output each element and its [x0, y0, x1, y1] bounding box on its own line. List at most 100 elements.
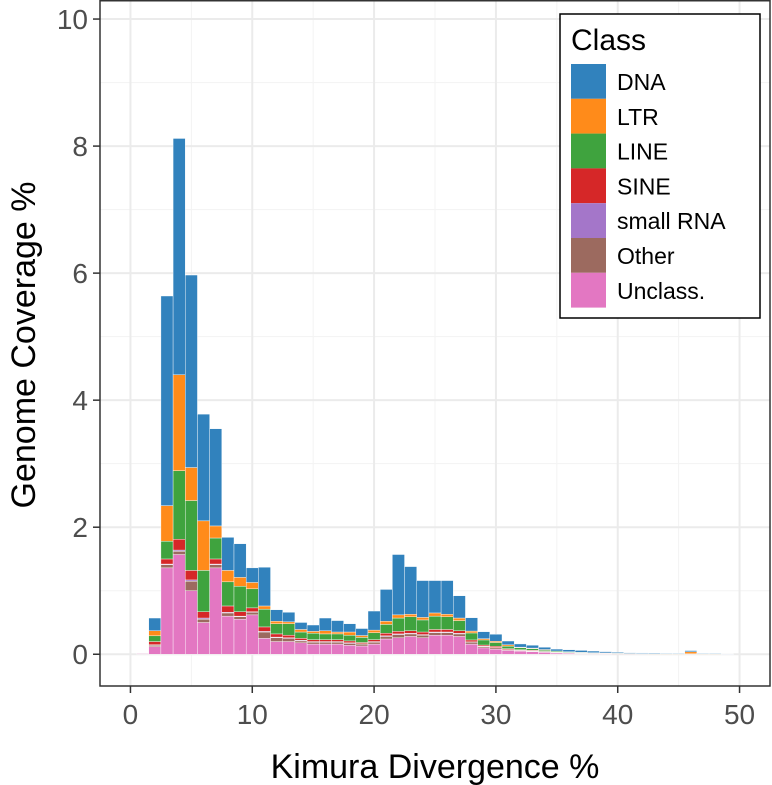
bar-other-14	[294, 640, 308, 644]
bar-ltr-8	[221, 570, 235, 583]
bar-dna-16	[319, 617, 332, 631]
bar-ltr-10	[245, 582, 259, 590]
bar-dna-25	[428, 580, 442, 614]
bar-other-23	[404, 633, 417, 637]
bar-line-2	[148, 635, 162, 642]
bar-line-12	[270, 623, 283, 635]
bar-dna-44	[660, 652, 673, 654]
bar-ltr-12	[270, 621, 283, 624]
bar-ltr-11	[258, 605, 271, 610]
bar-line-23	[404, 616, 417, 631]
bar-dna-12	[270, 609, 283, 622]
bar-sine-15	[306, 639, 320, 642]
bar-ltr-19	[355, 635, 369, 638]
x-tick-label: 30	[480, 699, 511, 730]
bar-dna-26	[440, 580, 454, 615]
bar-other-27	[453, 633, 466, 637]
bar-unclass-5	[185, 590, 198, 655]
bar-line-22	[392, 617, 405, 632]
bar-dna-20	[367, 610, 381, 631]
bar-dna-34	[538, 647, 551, 650]
bar-line-16	[319, 633, 332, 640]
bar-sine-10	[245, 607, 259, 612]
bar-dna-29	[477, 631, 491, 639]
bar-line-33	[526, 648, 539, 651]
bar-dna-9	[233, 543, 247, 578]
bar-unclass-15	[306, 643, 320, 655]
legend: Class DNA LTR LINE SINE small RNA Other Unclas…	[559, 13, 761, 319]
bar-dna-41	[623, 652, 637, 654]
bar-dna-35	[550, 648, 564, 652]
bar-sine-17	[331, 639, 344, 642]
bar-line-4	[172, 470, 186, 540]
bar-dna-32	[513, 643, 527, 648]
bar-other-25	[428, 632, 442, 636]
bar-dna-46	[684, 650, 698, 653]
bar-dna-8	[221, 537, 235, 571]
axis-ticks: 0 10 20 30 40 50 0 2 4 6 8 10	[57, 4, 755, 730]
bar-sine-16	[319, 639, 332, 642]
bar-line-5	[185, 500, 198, 571]
bar-unclass-28	[465, 643, 478, 655]
bar-line-18	[343, 634, 357, 642]
bar-ltr-26	[440, 614, 454, 617]
bar-sine-13	[282, 634, 296, 638]
bar-ltr-14	[294, 629, 308, 633]
bar-line-8	[221, 581, 235, 607]
bar-other-12	[270, 637, 283, 642]
bar-unclass-34	[538, 652, 551, 655]
y-tick-label: 10	[57, 4, 88, 35]
bar-dna-17	[331, 620, 344, 633]
bar-unclass-6	[197, 622, 210, 655]
bar-unclass-16	[319, 643, 332, 655]
bar-unclass-13	[282, 641, 296, 655]
bars	[136, 138, 734, 655]
bar-other-15	[306, 641, 320, 645]
bar-dna-48	[708, 652, 722, 654]
bar-sine-18	[343, 640, 357, 644]
bar-dna-36	[562, 649, 576, 652]
legend-label: LINE	[617, 139, 668, 165]
bar-unclass-20	[367, 643, 381, 655]
bar-unclass-3	[160, 567, 174, 655]
x-tick-label: 50	[724, 699, 755, 730]
bar-unclass-30	[489, 648, 503, 655]
bar-line-7	[209, 537, 223, 560]
bar-dna-7	[209, 428, 223, 527]
bar-unclass-21	[379, 638, 393, 655]
bar-line-27	[453, 620, 466, 631]
bar-dna-23	[404, 566, 417, 615]
bar-line-19	[355, 637, 369, 643]
bar-dna-47	[696, 652, 710, 654]
bar-ltr-28	[465, 630, 478, 634]
legend-swatch	[571, 238, 606, 273]
bar-sine-14	[294, 638, 308, 641]
bar-sine-27	[453, 630, 466, 634]
bar-dna-14	[294, 622, 308, 630]
bar-line-11	[258, 608, 271, 628]
bar-dna-40	[611, 652, 625, 654]
bar-sine-21	[379, 633, 393, 637]
bar-unclass-14	[294, 642, 308, 655]
bar-ltr-17	[331, 631, 344, 635]
bar-unclass-26	[440, 634, 454, 655]
bar-dna-43	[647, 652, 661, 654]
bar-ltr-9	[233, 577, 247, 587]
bar-ltr-6	[197, 520, 210, 571]
bar-unclass-22	[392, 637, 405, 655]
legend-item-line: LINE	[571, 133, 668, 169]
bar-ltr-27	[453, 617, 466, 621]
bar-dna-5	[185, 274, 198, 468]
bar-unclass-19	[355, 645, 369, 655]
bar-dna-4	[172, 138, 186, 375]
bar-line-32	[513, 647, 527, 650]
x-tick-label: 20	[359, 699, 390, 730]
bar-ltr-23	[404, 614, 417, 617]
bar-unclass-31	[501, 650, 515, 655]
bar-ltr-13	[282, 621, 296, 624]
y-tick-label: 0	[72, 639, 88, 670]
bar-unclass-27	[453, 636, 466, 655]
bar-sine-28	[465, 639, 478, 643]
bar-line-30	[489, 642, 503, 647]
bar-dna-3	[160, 295, 174, 506]
